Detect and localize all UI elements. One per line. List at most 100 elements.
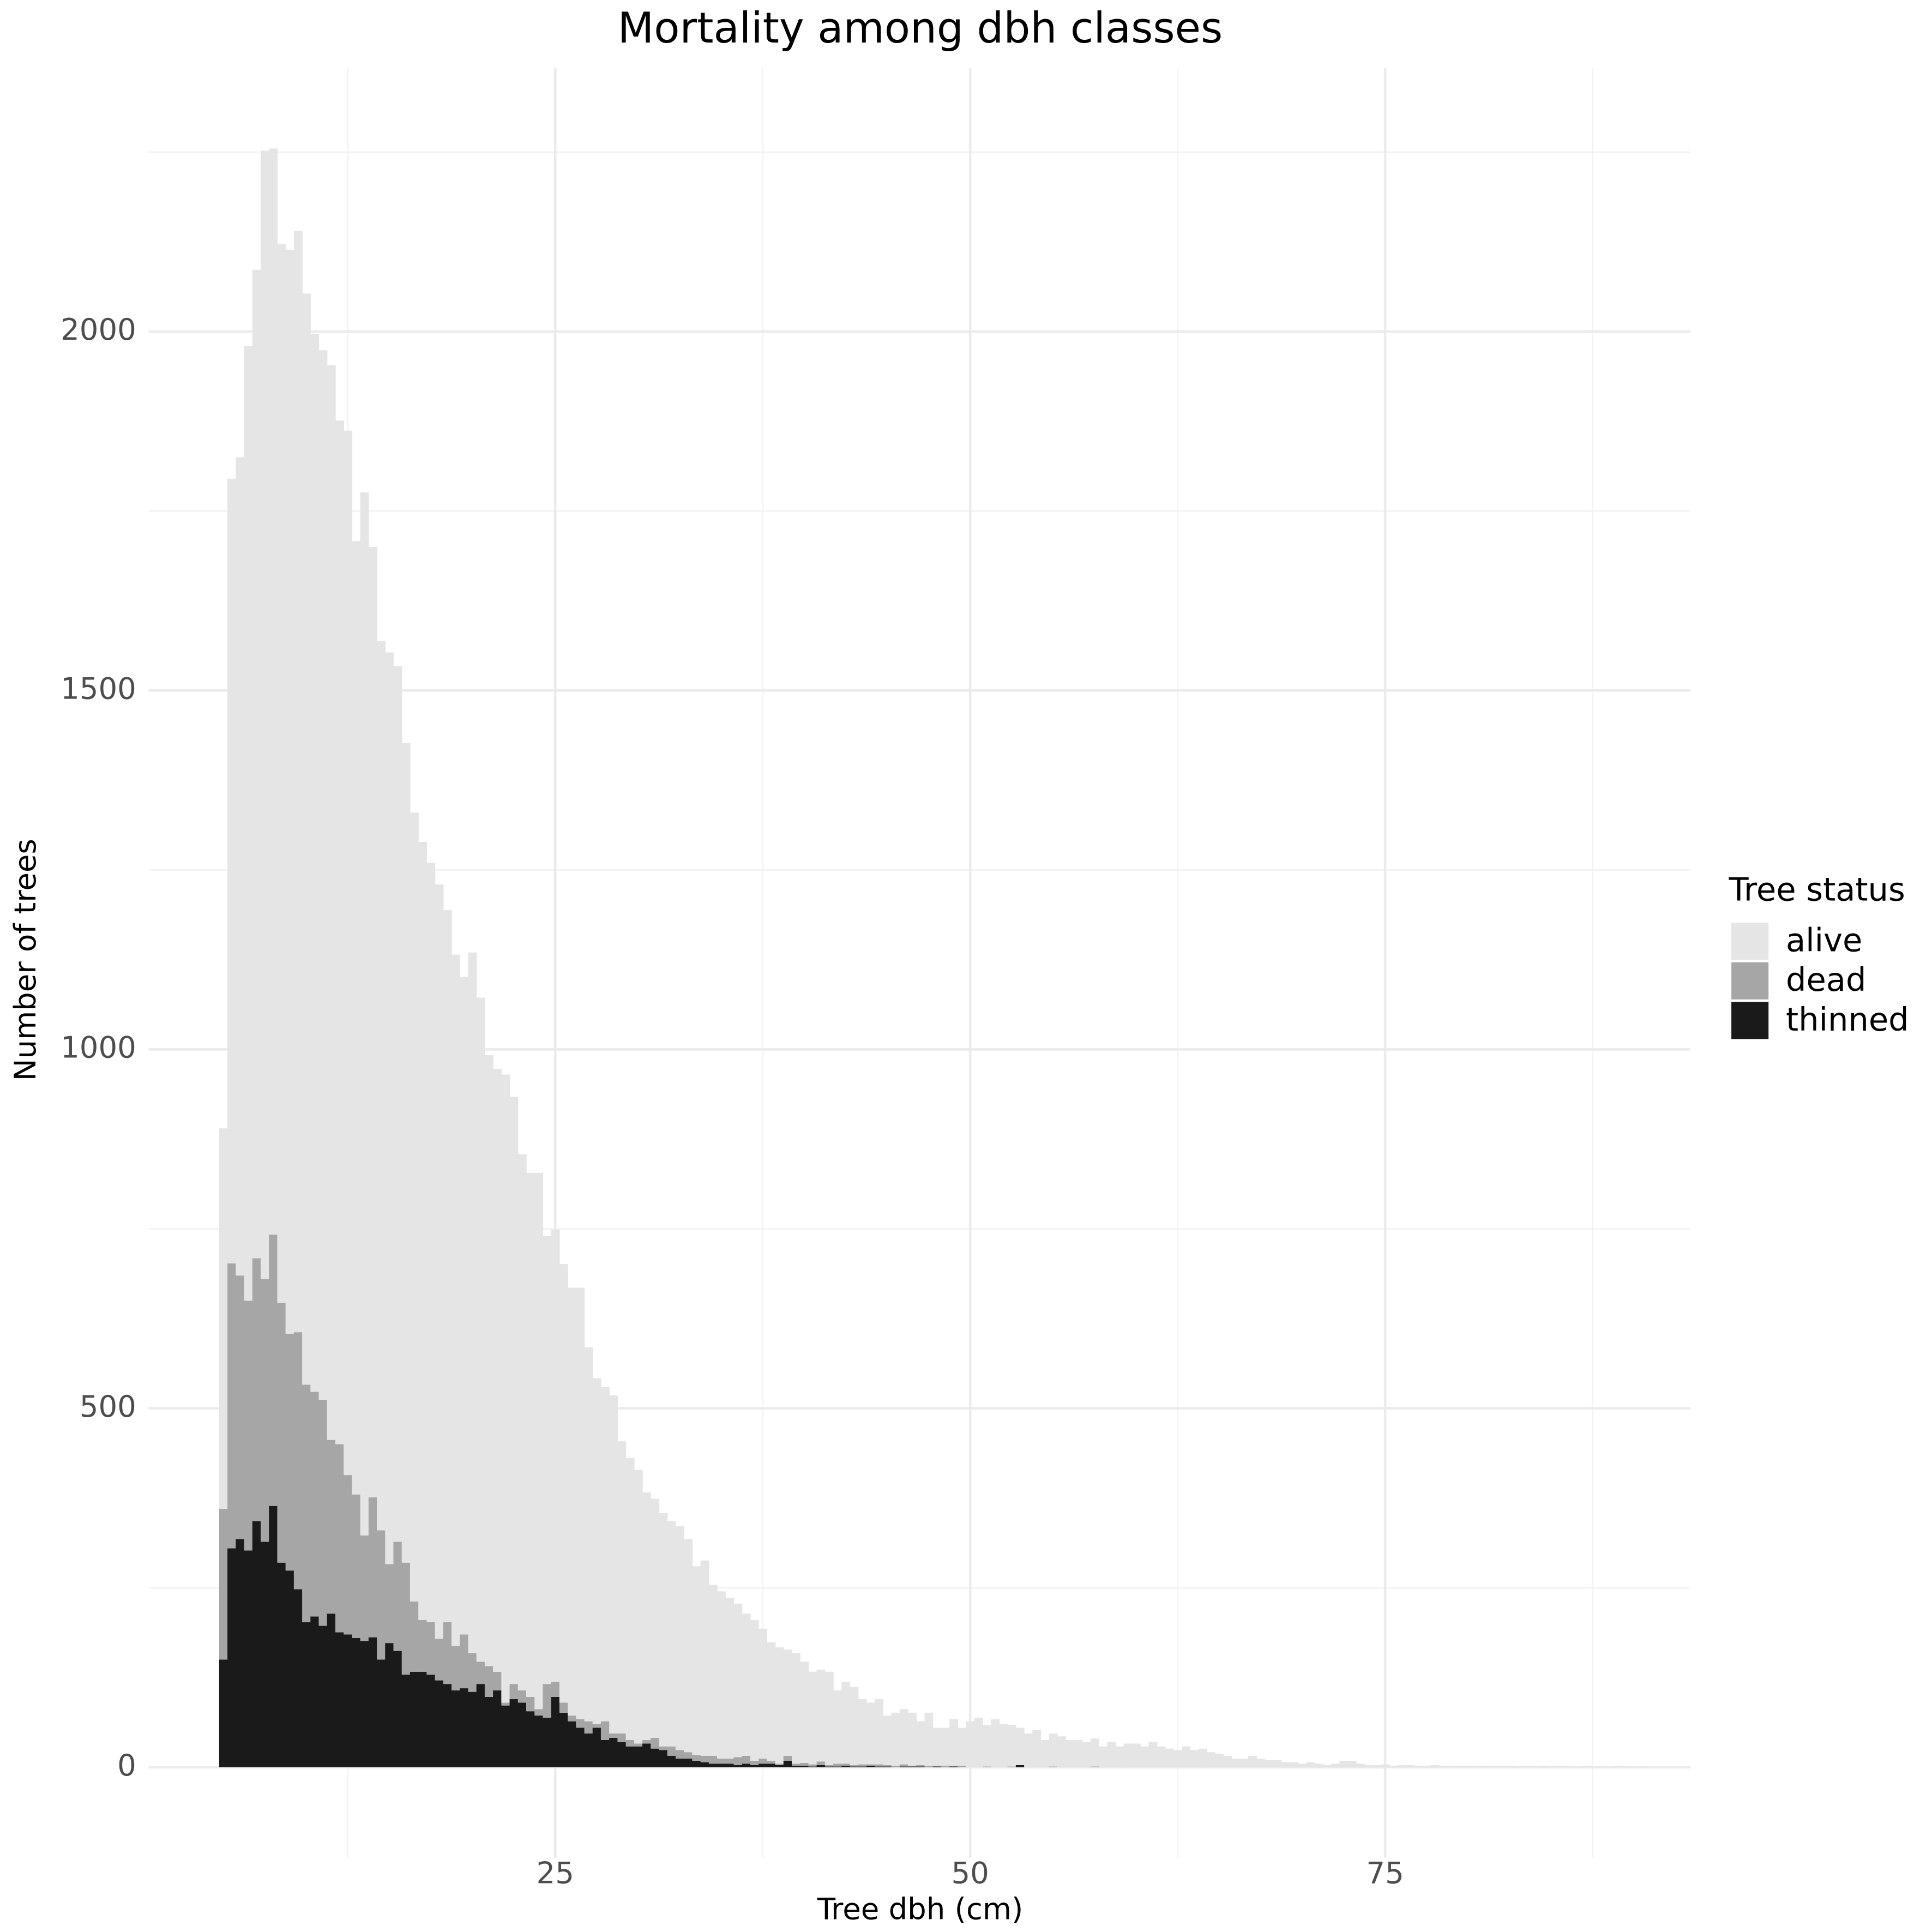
bar-segment xyxy=(517,1154,527,1691)
bar-segment xyxy=(310,1616,320,1767)
bar-segment xyxy=(452,954,460,1646)
bar-segment xyxy=(277,1303,286,1563)
bar-segment xyxy=(1239,1759,1249,1767)
bar-segment xyxy=(600,1721,610,1740)
bar-segment xyxy=(891,1712,900,1766)
bar-segment xyxy=(833,1690,842,1764)
bar-segment xyxy=(717,1764,726,1767)
bar-segment xyxy=(700,1755,709,1762)
bar-segment xyxy=(816,1765,826,1767)
bar-segment xyxy=(327,1614,336,1767)
bar-segment xyxy=(733,1765,743,1767)
bar-segment xyxy=(708,1585,718,1756)
bar-segment xyxy=(393,1651,402,1767)
bar-segment xyxy=(625,1746,635,1767)
bar-segment xyxy=(293,1589,303,1767)
bar-segment xyxy=(1538,1766,1548,1767)
bar-segment xyxy=(484,1055,493,1666)
bar-segment xyxy=(1015,1765,1025,1767)
bar-segment xyxy=(219,1659,228,1767)
bar-segment xyxy=(1347,1761,1357,1767)
bar-segment xyxy=(659,1746,668,1750)
bar-segment xyxy=(1248,1755,1257,1767)
bar-segment xyxy=(824,1765,834,1767)
bar-segment xyxy=(1115,1746,1124,1767)
bar-segment xyxy=(368,1497,377,1638)
bar-segment xyxy=(468,1653,477,1692)
bar-segment xyxy=(227,1263,237,1549)
bar-segment xyxy=(700,1560,709,1756)
bar-segment xyxy=(559,1712,568,1767)
bar-segment xyxy=(302,293,311,1385)
bar-segment xyxy=(742,1755,751,1764)
bar-segment xyxy=(435,884,444,1639)
bar-segment xyxy=(924,1766,934,1767)
bar-segment xyxy=(908,1712,917,1766)
bar-segment xyxy=(800,1766,809,1767)
bar-segment xyxy=(651,1498,660,1738)
bar-segment xyxy=(684,1539,693,1753)
bar-segment xyxy=(800,1662,809,1763)
bar-segment xyxy=(377,1659,386,1767)
bar-segment xyxy=(725,1759,735,1764)
bar-segment xyxy=(850,1765,859,1767)
bar-segment xyxy=(850,1687,859,1765)
bar-segment xyxy=(958,1766,967,1767)
bar-segment xyxy=(426,863,436,1622)
bar-segment xyxy=(293,231,303,1333)
bar-segment xyxy=(1182,1746,1191,1767)
bar-segment xyxy=(509,1699,519,1767)
bar-segment xyxy=(916,1721,925,1765)
bar-segment xyxy=(999,1724,1008,1767)
bar-segment xyxy=(468,952,477,1653)
bar-segment xyxy=(1024,1733,1033,1767)
bar-segment xyxy=(875,1699,884,1765)
bar-segment xyxy=(966,1721,975,1767)
bar-segment xyxy=(924,1712,934,1766)
y-tick-label: 2000 xyxy=(61,312,136,347)
bar-segment xyxy=(360,1535,369,1641)
bar-segment xyxy=(1455,1766,1465,1767)
bar-segment xyxy=(517,1690,527,1703)
bar-segment xyxy=(302,1622,311,1767)
bar-segment xyxy=(775,1647,784,1764)
bar-segment xyxy=(592,1724,601,1728)
bar-segment xyxy=(1165,1748,1174,1767)
bar-segment xyxy=(352,1638,361,1767)
bar-segment xyxy=(236,457,245,1276)
bar-segment xyxy=(285,1333,294,1571)
bar-segment xyxy=(1215,1753,1224,1767)
bar-segment xyxy=(1057,1736,1066,1767)
bar-segment xyxy=(1007,1725,1016,1767)
bar-segment xyxy=(1281,1762,1290,1767)
bar-segment xyxy=(858,1699,867,1765)
bar-segment xyxy=(875,1764,884,1767)
bar-segment xyxy=(592,1378,601,1724)
bar-segment xyxy=(1123,1743,1133,1767)
bar-segment xyxy=(426,1622,436,1675)
bar-segment xyxy=(385,1643,394,1767)
bar-segment xyxy=(1082,1742,1091,1767)
bar-segment xyxy=(642,1740,651,1744)
bar-segment xyxy=(625,1740,635,1747)
bar-segment xyxy=(1339,1761,1349,1767)
bar-segment xyxy=(841,1764,851,1766)
x-tick-label: 50 xyxy=(951,1856,989,1891)
legend-swatch xyxy=(1731,923,1769,960)
bar-segment xyxy=(974,1718,983,1767)
bar-segment xyxy=(244,1301,253,1551)
bar-segment xyxy=(310,1392,320,1617)
bar-segment xyxy=(667,1755,676,1767)
bar-segment xyxy=(443,1684,452,1767)
bar-segment xyxy=(568,1716,576,1722)
y-tick-label: 1500 xyxy=(61,671,136,706)
bar-segment xyxy=(717,1591,726,1759)
bar-segment xyxy=(1131,1743,1141,1767)
bar-segment xyxy=(269,1235,278,1506)
bar-segment xyxy=(791,1766,801,1767)
bar-segment xyxy=(360,1641,369,1767)
bar-segment xyxy=(452,1646,460,1691)
bar-segment xyxy=(1414,1766,1423,1767)
